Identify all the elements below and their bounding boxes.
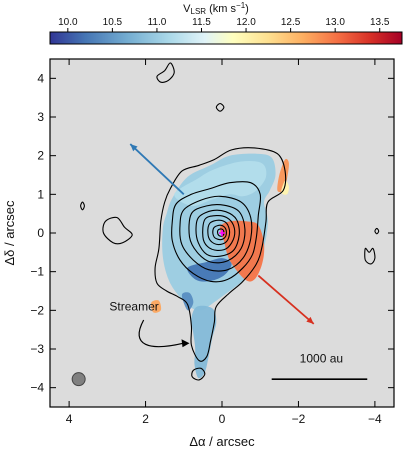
- colorbar-tick-label: 12.5: [281, 17, 301, 28]
- colorbar-label-exp: −1: [236, 1, 246, 10]
- velocity-patch-streamer-tail: [191, 305, 217, 379]
- velocity-patch-redshifted-ridge: [277, 158, 289, 193]
- contour-level-7: [207, 219, 231, 246]
- contour-level-5: [195, 209, 240, 258]
- colorbar-label-unit: (km s: [206, 3, 236, 15]
- contour-level-1: [154, 147, 287, 362]
- contour-level-1: [374, 227, 380, 235]
- outflow-arrow-head-0: [130, 144, 138, 152]
- velocity-patch-red-streamer-knot: [150, 300, 162, 313]
- streamer-curved-arrow: [138, 319, 184, 348]
- colorbar-tick-label: 11.5: [192, 17, 211, 28]
- colorbar-label-close: ): [245, 3, 249, 15]
- contour-level-1: [191, 367, 206, 381]
- outflow-arrow-line-1: [257, 274, 315, 325]
- streamer-label: Streamer: [109, 299, 158, 313]
- contour-level-1: [156, 62, 175, 83]
- streamer-arrowhead: [181, 339, 190, 348]
- beam-ellipse: [71, 372, 86, 387]
- contour-level-1: [215, 102, 225, 112]
- y-axis-ticks: 4 3 2 1 0 −1 −2 −3 −4: [30, 71, 394, 395]
- colorbar-label-sub: LSR: [191, 7, 207, 16]
- contour-level-2: [171, 181, 262, 283]
- velocity-patch-outer-light: [174, 160, 267, 207]
- outflow-arrows: [129, 143, 315, 325]
- outflow-arrow-line-0: [129, 143, 185, 195]
- colorbar-tick-label: 10.5: [103, 17, 123, 28]
- x-tick-label: −2: [292, 412, 306, 426]
- x-tick-label: 0: [219, 412, 226, 426]
- contour-level-1: [80, 201, 85, 211]
- scale-bar-label: 1000 au: [300, 352, 343, 366]
- contour-level-4: [188, 204, 246, 264]
- contour-level-3: [179, 195, 253, 272]
- outflow-arrow-head-1: [306, 316, 314, 324]
- y-tick-label: 3: [37, 110, 44, 124]
- colorbar-bar: [49, 31, 403, 45]
- velocity-patch-blue-streamer-knot: [181, 292, 194, 311]
- contour-level-1: [102, 216, 133, 245]
- colorbar-tick-label: 10.0: [58, 17, 78, 28]
- plot-area: Streamer 1000 au 4 2 0 −2 −4 4 3 2 1 0 −1 −2 −3 −4 Δ…: [2, 58, 395, 449]
- y-axis-label: Δδ / arcsec: [2, 200, 17, 266]
- colorbar-tick-label: 11.0: [148, 17, 167, 28]
- y-tick-label: 1: [37, 187, 44, 201]
- contour-level-1: [364, 247, 376, 265]
- plot-clipped: Streamer 1000 au: [71, 62, 380, 387]
- x-axis-ticks: 4 2 0 −2 −4: [66, 59, 382, 426]
- colorbar-tick-label: 13.5: [370, 17, 390, 28]
- y-tick-label: −4: [30, 381, 44, 395]
- contour-level-8: [212, 224, 227, 241]
- source-cross: [219, 230, 225, 236]
- y-tick-label: 0: [37, 226, 44, 240]
- colorbar: VLSR (km s−1) 10.0 10.5 11.0 11.5 12.0 12.5 13…: [49, 1, 403, 45]
- velocity-patch-redshifted-lobe: [219, 220, 265, 282]
- y-tick-label: 2: [37, 149, 44, 163]
- y-tick-label: −2: [30, 303, 44, 317]
- contour-level-6: [202, 214, 236, 251]
- colorbar-tick-label: 12.0: [236, 17, 256, 28]
- x-tick-label: 4: [66, 412, 73, 426]
- colorbar-label: VLSR (km s−1): [183, 1, 249, 16]
- colorbar-ticks: 10.0 10.5 11.0 11.5 12.0 12.5 13.0 13.5: [58, 17, 390, 32]
- colorbar-tick-label: 13.0: [325, 17, 345, 28]
- continuum-contours: [80, 62, 380, 381]
- x-axis-label: Δα / arcsec: [189, 434, 255, 449]
- y-tick-label: −3: [30, 342, 44, 356]
- x-tick-label: 2: [142, 412, 149, 426]
- colorbar-label-main: V: [183, 3, 191, 15]
- y-tick-label: 4: [37, 71, 44, 85]
- contour-level-9: [217, 228, 225, 237]
- x-tick-label: −4: [368, 412, 382, 426]
- source-marker: [219, 230, 225, 236]
- y-tick-label: −1: [30, 265, 44, 279]
